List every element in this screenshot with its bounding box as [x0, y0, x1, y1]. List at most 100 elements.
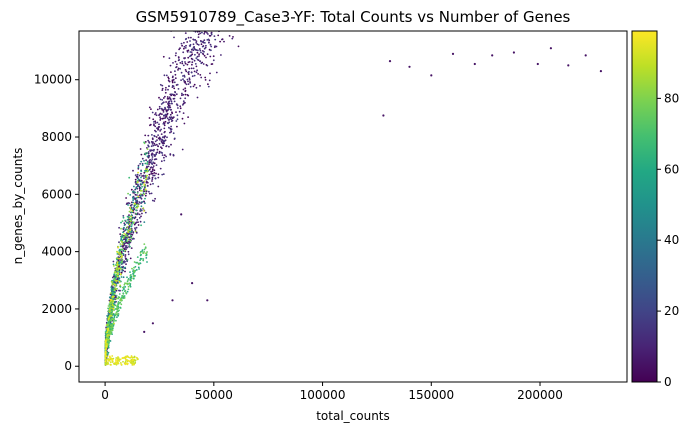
data-point — [124, 270, 126, 273]
data-point — [156, 139, 158, 142]
data-point — [128, 214, 130, 217]
data-point — [146, 261, 148, 263]
data-point — [180, 71, 183, 74]
data-point — [117, 356, 119, 358]
data-point — [140, 253, 142, 256]
data-point — [125, 238, 128, 240]
data-point — [110, 289, 113, 291]
data-point — [200, 27, 202, 29]
data-point — [138, 201, 141, 204]
data-point — [165, 109, 168, 112]
data-point — [388, 60, 392, 63]
data-point — [123, 233, 126, 235]
data-point — [176, 118, 179, 121]
data-point — [126, 228, 129, 231]
data-point — [180, 42, 183, 45]
data-point — [138, 213, 141, 216]
data-point — [204, 79, 207, 81]
data-point — [141, 190, 143, 192]
data-point — [108, 311, 111, 314]
data-point — [152, 118, 155, 121]
data-point — [162, 173, 165, 176]
data-point — [107, 340, 110, 343]
data-point — [143, 200, 145, 203]
data-point — [137, 171, 140, 174]
data-point — [158, 123, 160, 126]
data-point — [119, 251, 121, 254]
data-point — [109, 298, 112, 301]
data-point — [195, 65, 198, 68]
data-point — [124, 358, 127, 361]
data-point — [152, 144, 155, 147]
data-point — [136, 203, 139, 206]
data-point — [196, 69, 199, 72]
data-point — [124, 260, 126, 263]
data-point — [122, 286, 124, 289]
data-point — [143, 183, 146, 186]
data-point — [161, 102, 164, 104]
data-point — [174, 54, 177, 57]
data-point — [173, 81, 176, 84]
data-point — [222, 3, 224, 5]
data-point — [151, 156, 154, 158]
data-point — [200, 40, 203, 43]
data-point — [134, 230, 137, 233]
data-point — [144, 152, 147, 155]
data-point — [106, 358, 109, 361]
data-point — [104, 360, 107, 363]
data-point — [117, 313, 119, 315]
data-point — [451, 52, 455, 56]
data-point — [116, 306, 118, 308]
data-point — [187, 56, 190, 59]
data-point — [168, 100, 171, 103]
data-point — [175, 120, 178, 122]
data-point — [127, 238, 130, 241]
data-point — [137, 183, 139, 186]
data-point — [124, 286, 127, 288]
data-point — [124, 256, 127, 258]
data-point — [112, 318, 115, 321]
data-point — [170, 71, 172, 73]
data-point — [154, 122, 157, 124]
data-point — [162, 117, 165, 120]
data-point — [164, 89, 167, 91]
data-point — [163, 156, 165, 159]
data-point — [599, 70, 603, 73]
data-point — [151, 176, 154, 179]
data-point — [114, 361, 117, 363]
data-point — [203, 39, 206, 42]
data-point — [138, 268, 141, 270]
data-point — [215, 2, 217, 4]
data-point — [132, 272, 135, 275]
data-point — [151, 158, 154, 161]
data-point — [120, 268, 123, 271]
data-point — [219, 40, 222, 43]
data-point — [118, 279, 121, 282]
data-point — [111, 361, 114, 363]
data-point — [210, 49, 212, 52]
data-point — [142, 181, 145, 184]
data-point — [105, 338, 108, 340]
data-point — [178, 59, 181, 61]
data-point — [107, 334, 109, 336]
data-point — [190, 67, 193, 70]
data-point — [146, 170, 149, 173]
data-point — [169, 131, 171, 134]
data-point — [144, 141, 147, 143]
data-point — [146, 160, 149, 163]
data-point — [194, 48, 196, 51]
data-point — [107, 323, 109, 326]
data-point — [160, 160, 163, 163]
data-point — [133, 237, 135, 240]
data-point — [131, 267, 133, 270]
data-point — [116, 263, 118, 266]
data-point — [140, 170, 143, 173]
data-point — [130, 279, 133, 282]
data-point — [196, 55, 199, 58]
data-point — [111, 301, 114, 304]
data-point — [124, 254, 127, 256]
data-point — [224, 28, 226, 30]
colorbar — [631, 30, 658, 383]
data-point — [119, 301, 122, 304]
data-point — [121, 240, 123, 243]
